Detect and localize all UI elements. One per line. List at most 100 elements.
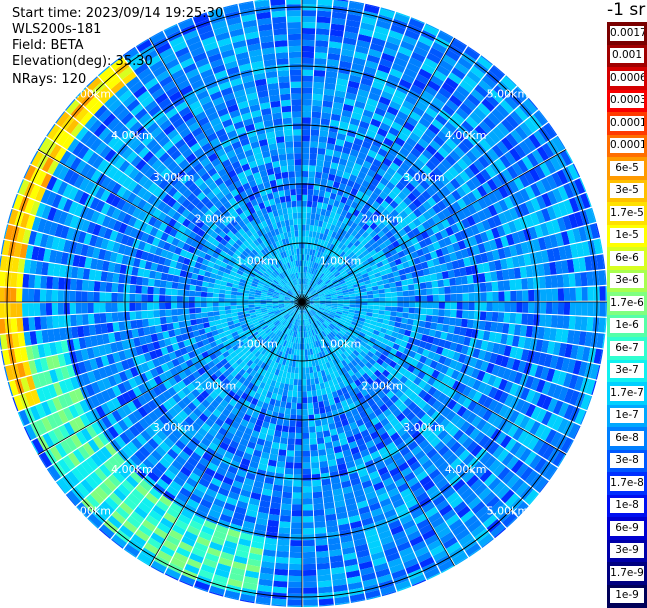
data-cell xyxy=(324,400,330,407)
data-cell xyxy=(504,302,510,312)
data-cell xyxy=(141,286,148,294)
data-cell xyxy=(580,272,587,286)
data-cell xyxy=(394,276,401,282)
data-cell xyxy=(367,309,373,313)
data-cell xyxy=(362,302,368,305)
data-cell xyxy=(82,291,88,302)
data-cell xyxy=(313,492,323,499)
data-cell xyxy=(189,297,195,302)
data-cell xyxy=(311,124,320,131)
data-cell xyxy=(473,274,480,283)
data-cell xyxy=(64,303,70,315)
data-cell xyxy=(302,195,307,201)
data-cell xyxy=(294,379,298,385)
data-cell xyxy=(159,295,165,302)
data-cell xyxy=(302,379,306,385)
data-cell xyxy=(294,463,302,469)
data-cell xyxy=(297,409,302,415)
data-cell xyxy=(384,283,391,288)
data-cell xyxy=(576,302,582,316)
data-cell xyxy=(16,303,22,317)
data-cell xyxy=(46,316,53,329)
data-cell xyxy=(278,455,286,462)
data-cell xyxy=(274,575,288,582)
data-cell xyxy=(314,64,326,71)
data-cell xyxy=(443,317,450,325)
data-cell xyxy=(283,390,288,397)
data-cell xyxy=(515,279,522,290)
data-cell xyxy=(288,390,293,397)
data-cell xyxy=(319,407,325,414)
data-cell xyxy=(88,314,95,325)
data-cell xyxy=(463,293,469,301)
data-cell xyxy=(323,95,334,102)
data-cell xyxy=(237,295,243,299)
data-cell xyxy=(372,313,379,318)
data-cell xyxy=(480,311,487,320)
data-cell xyxy=(302,237,305,243)
data-cell xyxy=(316,28,330,35)
data-cell xyxy=(290,373,294,379)
data-cell xyxy=(23,318,30,332)
data-cell xyxy=(195,313,202,319)
data-cell xyxy=(124,275,131,284)
data-cell xyxy=(575,316,582,330)
data-cell xyxy=(462,310,469,318)
data-cell xyxy=(286,456,294,463)
data-cell xyxy=(302,373,306,379)
data-cell xyxy=(112,283,119,292)
data-cell xyxy=(451,302,457,310)
data-cell xyxy=(586,272,593,286)
data-cell xyxy=(303,599,318,605)
data-cell xyxy=(283,420,290,427)
data-cell xyxy=(303,564,316,570)
data-cell xyxy=(463,302,469,310)
data-cell xyxy=(315,178,322,185)
data-cell xyxy=(467,319,474,328)
data-cell xyxy=(99,292,105,302)
data-cell xyxy=(306,379,310,385)
data-cell xyxy=(302,213,306,219)
data-cell xyxy=(219,289,225,294)
data-cell xyxy=(311,384,316,390)
data-cell xyxy=(598,318,605,333)
data-cell xyxy=(302,70,313,76)
data-cell xyxy=(177,309,183,315)
data-cell xyxy=(450,286,457,294)
data-cell xyxy=(294,469,302,475)
data-cell xyxy=(314,509,325,516)
data-cell xyxy=(325,406,332,413)
data-cell xyxy=(283,486,292,493)
data-cell xyxy=(306,219,310,225)
data-cell xyxy=(160,317,167,325)
data-cell xyxy=(273,587,287,594)
data-cell xyxy=(481,302,487,311)
data-cell xyxy=(295,451,303,457)
data-cell xyxy=(433,302,439,309)
data-cell xyxy=(225,306,231,310)
data-cell xyxy=(279,521,290,528)
data-cell xyxy=(302,34,315,40)
data-cell xyxy=(320,461,329,468)
data-cell xyxy=(28,317,35,331)
data-cell xyxy=(307,207,312,213)
data-cell xyxy=(492,312,499,322)
data-cell xyxy=(322,203,328,210)
data-cell xyxy=(588,287,594,301)
data-cell xyxy=(311,456,319,463)
data-cell xyxy=(178,315,185,322)
data-cell xyxy=(527,278,534,290)
data-cell xyxy=(449,318,456,326)
data-cell xyxy=(219,294,225,298)
data-cell xyxy=(288,384,293,391)
data-cell xyxy=(540,302,546,314)
data-cell xyxy=(296,421,302,427)
data-cell xyxy=(406,273,413,280)
data-cell xyxy=(189,291,195,297)
data-cell xyxy=(297,403,302,409)
data-cell xyxy=(213,298,219,302)
data-cell xyxy=(279,443,287,450)
data-cell xyxy=(545,315,552,327)
data-cell xyxy=(302,367,305,373)
